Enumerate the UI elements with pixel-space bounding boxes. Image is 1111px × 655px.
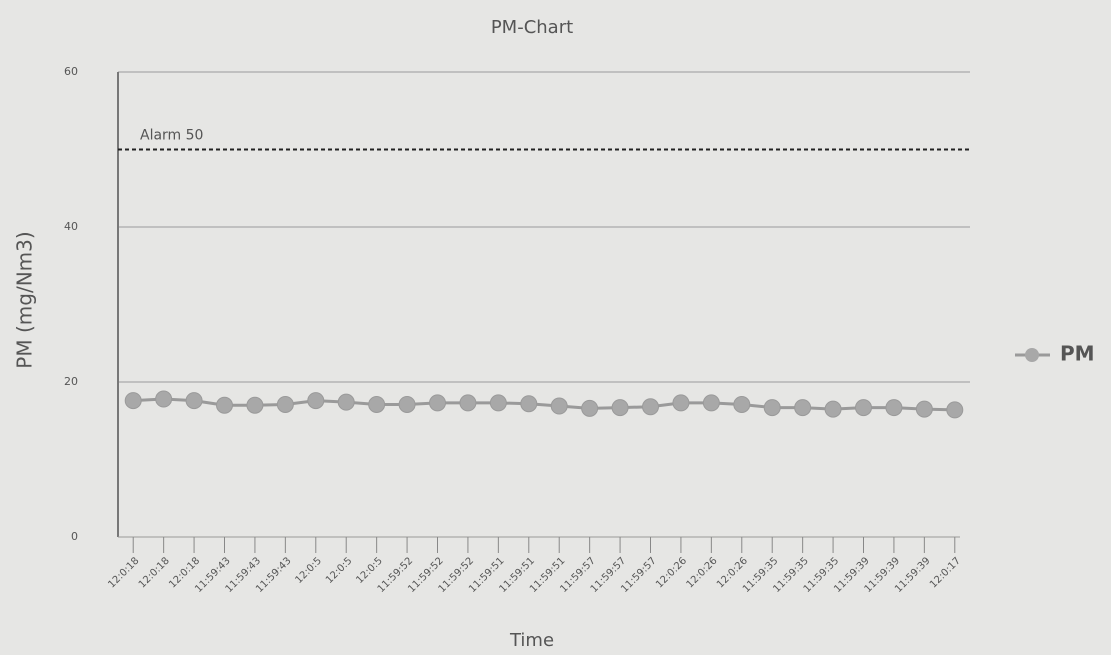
data-point [276,395,294,413]
y-axis-label: PM (mg/Nm3) [13,231,37,368]
data-point [794,399,812,417]
data-point [733,395,751,413]
y-tick-label: 60 [64,65,78,78]
chart-title: PM-Chart [491,17,573,38]
data-point [307,392,325,410]
series-line [133,397,955,412]
data-point [520,395,538,413]
data-point [885,399,903,417]
data-point [429,394,446,412]
legend-marker [1025,348,1039,362]
data-point [337,393,355,411]
data-point [550,397,568,415]
data-point [581,399,599,417]
data-point [246,396,264,414]
data-point [398,395,416,413]
data-point [702,394,720,412]
data-point [946,401,964,419]
data-point [155,390,173,408]
legend-label: PM [1060,342,1095,366]
data-point [368,395,386,413]
data-point [642,398,659,416]
y-tick-label: 0 [71,530,78,543]
y-tick-label: 20 [64,375,78,388]
data-point [824,400,842,418]
alarm-label: Alarm 50 [140,128,203,144]
y-tick-label: 40 [64,220,78,233]
data-point [185,392,203,410]
data-point [611,399,629,417]
data-point [672,394,690,412]
data-point [216,396,233,414]
data-point [855,399,872,417]
data-point [915,400,933,418]
data-point [459,394,477,412]
data-point [763,399,781,417]
data-point [489,394,507,412]
x-axis-label: Time [509,630,554,651]
data-point [124,392,142,410]
